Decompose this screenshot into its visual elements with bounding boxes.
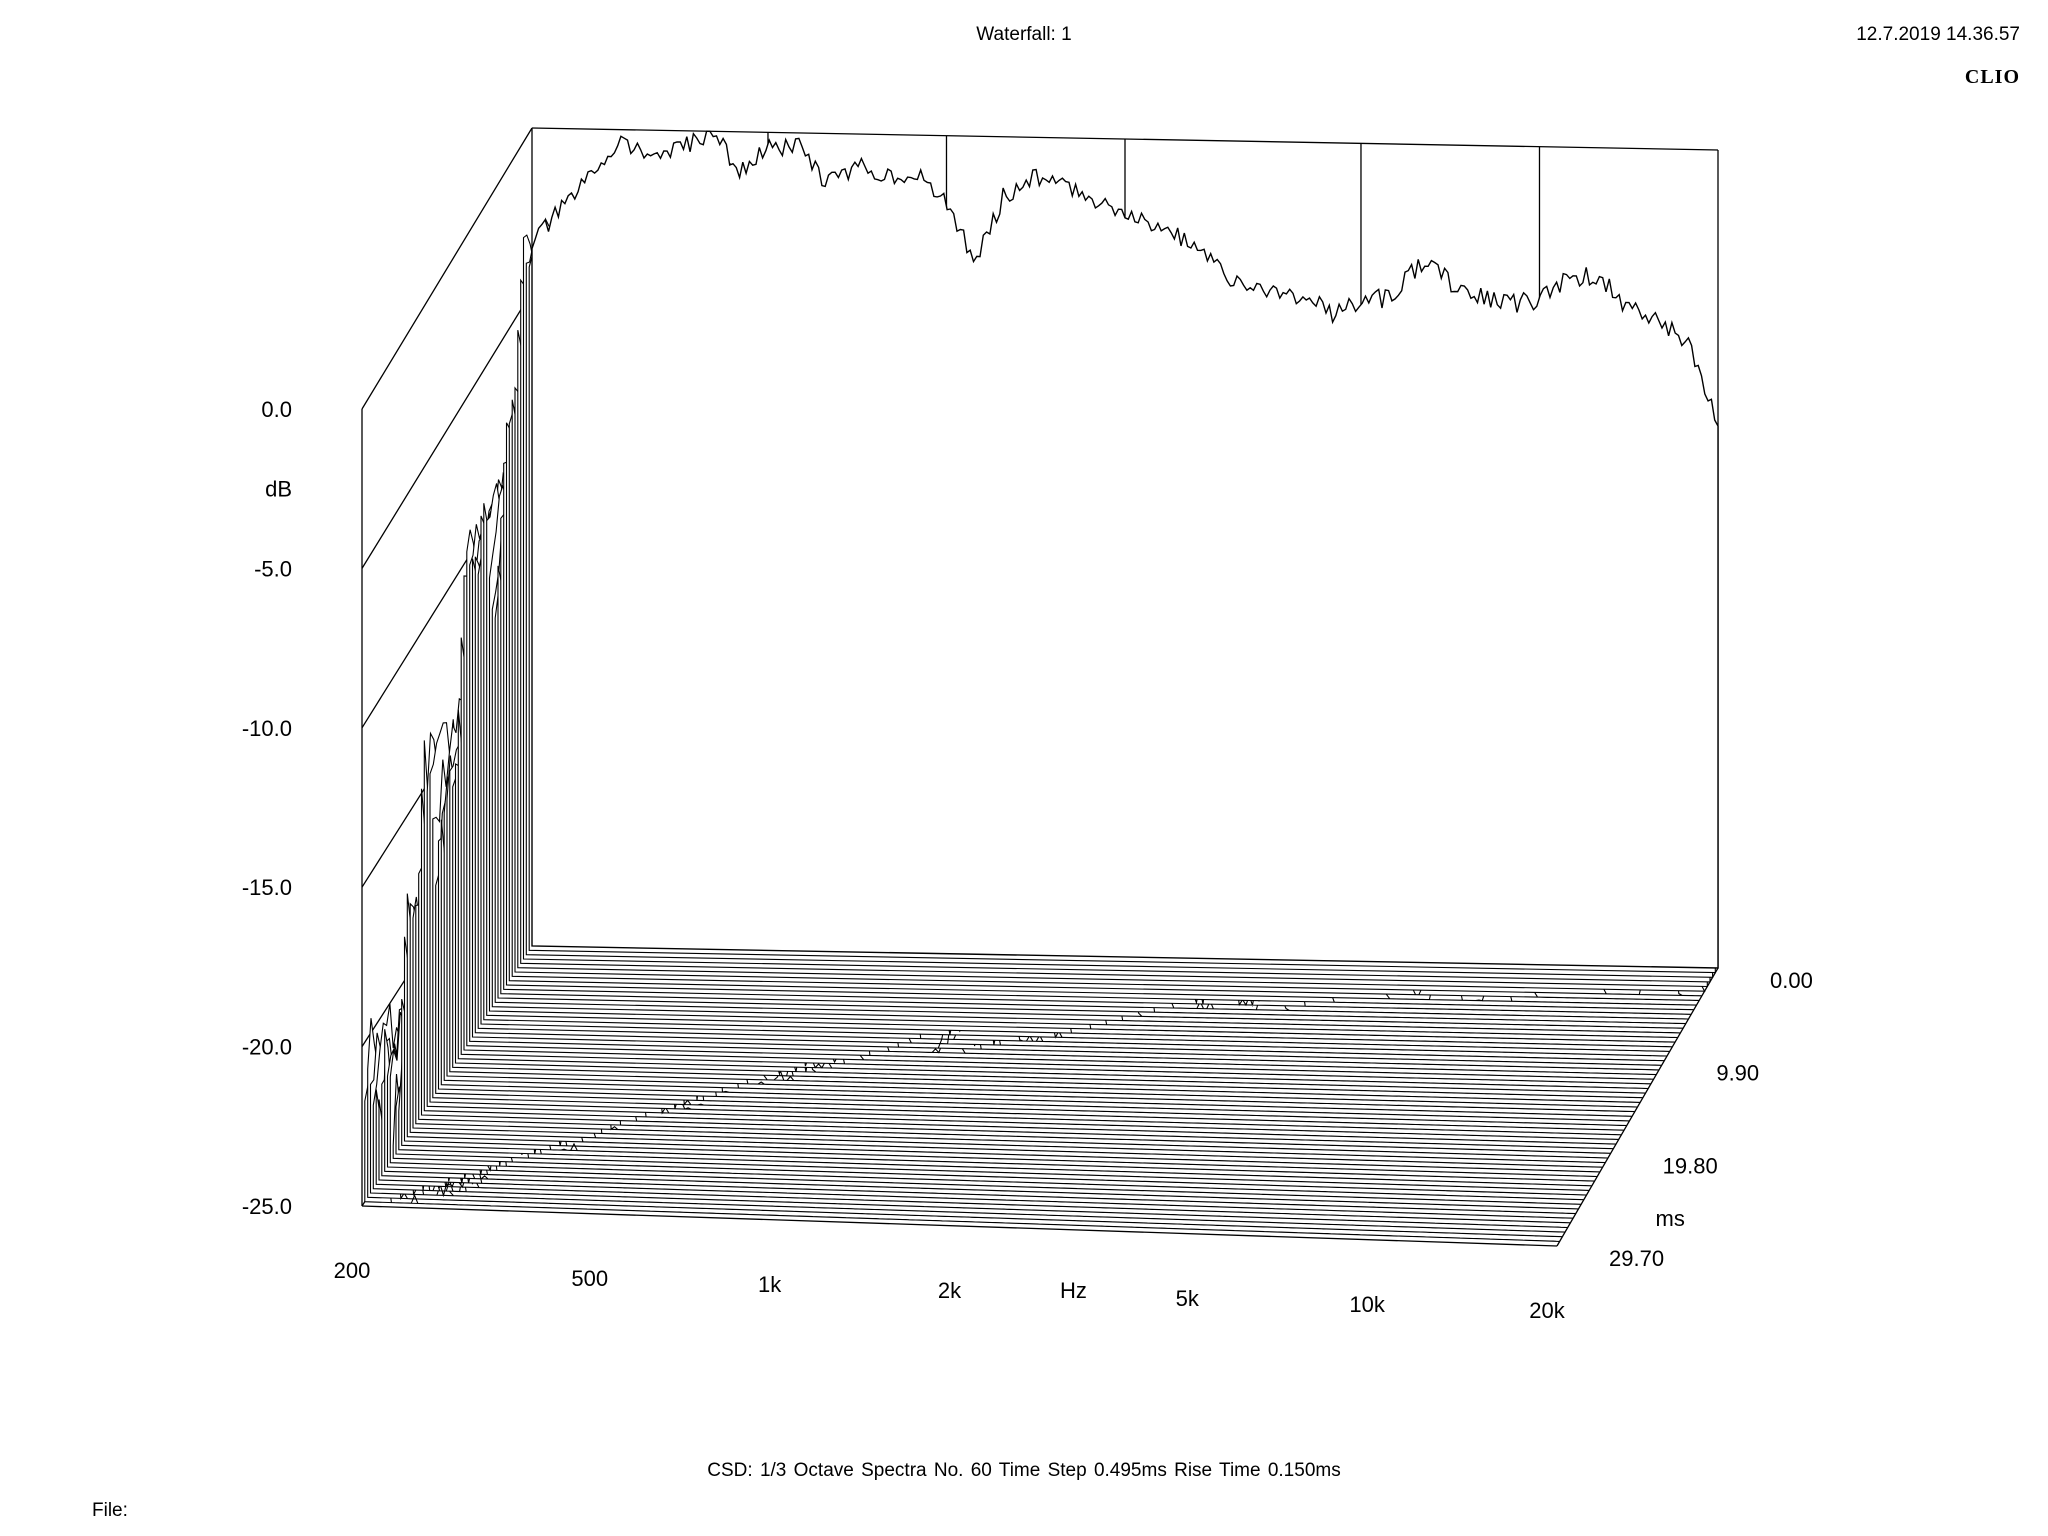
spectrum-slice-45 — [403, 928, 1598, 1178]
freq-tick-label: 2k — [938, 1278, 962, 1303]
freq-tick-label: 1k — [758, 1272, 782, 1297]
spectrum-slice-56 — [372, 1003, 1568, 1229]
spectrum-slice-57 — [369, 1032, 1566, 1233]
spectrum-slice-59 — [364, 1084, 1560, 1242]
measurement-info: CSD: 1/3 Octave Spectra No. 60 Time Step… — [707, 1460, 1341, 1481]
front-base-edge — [361, 1205, 1558, 1247]
db-tick-label: -5.0 — [254, 556, 292, 581]
spectrum-slice-48 — [395, 936, 1590, 1191]
spectrum-slice-41 — [415, 863, 1609, 1159]
timestamp: 12.7.2019 14.36.57 — [1856, 24, 2020, 45]
left-top-edge — [361, 127, 533, 410]
spectrum-slice-52 — [384, 956, 1579, 1210]
spectrum-slice-49 — [392, 926, 1587, 1196]
spectrum-slice-46 — [401, 924, 1595, 1182]
db-tick-label: -25.0 — [242, 1194, 292, 1219]
file-label: File: — [92, 1500, 128, 1521]
freq-tick-label: 20k — [1529, 1298, 1565, 1323]
time-tick-label: 29.70 — [1609, 1246, 1664, 1271]
spectrum-slice-47 — [398, 916, 1592, 1187]
freq-axis-label: Hz — [1060, 1278, 1087, 1303]
freq-tick-label: 500 — [571, 1266, 608, 1291]
time-tick-label: 19.80 — [1663, 1153, 1718, 1178]
db-tick-label: 0.0 — [261, 397, 292, 422]
freq-tick-label: 10k — [1349, 1292, 1385, 1317]
db-grid-line — [361, 291, 533, 569]
db-tick-label: -10.0 — [242, 716, 292, 741]
spectrum-slice-42 — [412, 876, 1606, 1164]
spectrum-slice-54 — [378, 1009, 1574, 1219]
spectrum-slice-51 — [386, 971, 1582, 1205]
spectrum-slice-53 — [381, 985, 1576, 1215]
spectrum-slice-44 — [406, 893, 1600, 1173]
time-axis-label: ms — [1656, 1206, 1685, 1231]
chart-title: Waterfall: 1 — [976, 24, 1072, 45]
spectrum-slice-50 — [389, 949, 1584, 1201]
spectrum-slice-58 — [367, 1018, 1563, 1238]
db-axis-label: dB — [265, 477, 292, 502]
freq-tick-label: 200 — [334, 1258, 371, 1283]
spectrum-slice-0 — [531, 130, 1719, 969]
spectrum-slice-43 — [409, 889, 1603, 1168]
spectra-traces — [364, 130, 1719, 1242]
brand-logo-text: CLIO — [1964, 66, 2020, 88]
freq-tick-label: 5k — [1176, 1286, 1200, 1311]
time-tick-label: 9.90 — [1716, 1061, 1759, 1086]
time-tick-label: 0.00 — [1770, 968, 1813, 993]
db-tick-label: -15.0 — [242, 875, 292, 900]
db-tick-label: -20.0 — [242, 1035, 292, 1060]
spectrum-slice-55 — [375, 993, 1571, 1224]
